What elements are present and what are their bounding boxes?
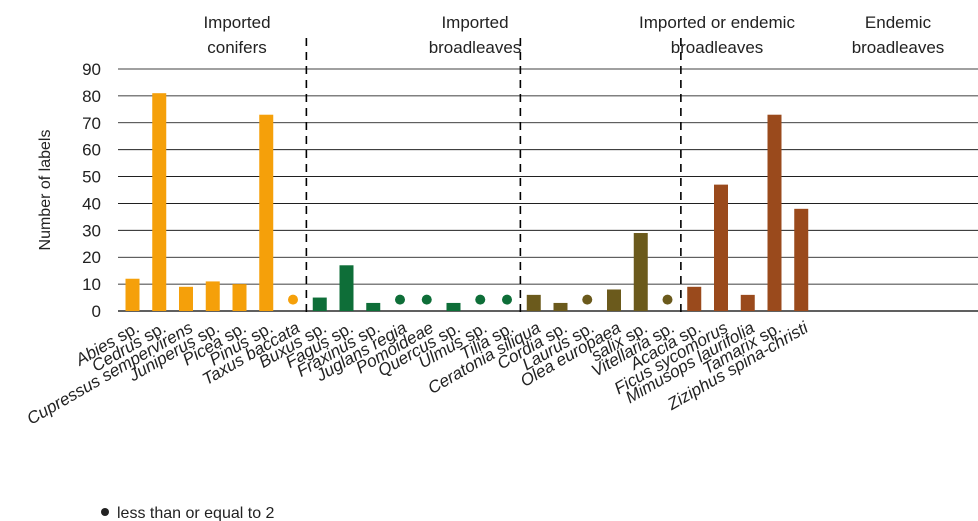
bar [125, 278, 140, 311]
group-separators [305, 38, 682, 316]
y-tick-label: 90 [82, 60, 101, 79]
y-tick-label: 20 [82, 248, 101, 267]
bar-dot [421, 294, 432, 305]
bar [312, 297, 327, 311]
y-tick-label: 60 [82, 141, 101, 160]
group-label-line: Endemic [865, 13, 932, 32]
bar [740, 294, 755, 311]
group-label-line: broadleaves [671, 38, 764, 57]
legend-note: less than or equal to 2 [101, 505, 275, 521]
bar-dot [582, 294, 593, 305]
group-label-line: conifers [207, 38, 267, 57]
group-label-line: Imported [441, 13, 508, 32]
y-tick-label: 40 [82, 194, 101, 213]
bar-dot [395, 294, 405, 305]
y-tick-label: 80 [82, 87, 101, 106]
group-label-line: broadleaves [429, 38, 522, 57]
bar [607, 289, 621, 311]
bar [179, 286, 193, 311]
bar [152, 93, 167, 311]
category-labels: Abies sp.Cedrus sp.Cupressus semperviren… [24, 317, 813, 428]
bar-dot [288, 294, 298, 305]
bar [232, 284, 247, 311]
bar-dot [662, 294, 673, 305]
bar [366, 302, 381, 311]
bar [526, 294, 541, 311]
bar-dot [475, 294, 486, 305]
y-axis-label: Number of labels [37, 130, 54, 251]
bars [125, 93, 809, 311]
bar [446, 302, 461, 311]
legend-dot [101, 508, 109, 516]
bar [714, 184, 728, 311]
group-label-line: broadleaves [852, 38, 945, 57]
y-tick-label: 30 [82, 221, 101, 240]
bar-dot [502, 294, 512, 305]
bar [205, 281, 220, 311]
legend-note-text: less than or equal to 2 [117, 505, 275, 521]
bar [553, 302, 568, 311]
bar [633, 233, 648, 311]
group-label-line: Imported [203, 13, 270, 32]
bar [339, 265, 354, 311]
y-tick-label: 70 [82, 114, 101, 133]
y-axis-ticks: 0 10 20 30 40 50 60 70 80 90 [82, 60, 101, 321]
y-tick-label: 10 [82, 275, 101, 294]
group-labels: Imported conifers Imported broadleaves Impor… [203, 13, 944, 57]
group-label-line: Imported or endemic [639, 13, 795, 32]
y-tick-label: 50 [82, 168, 101, 187]
bar [259, 114, 274, 311]
y-tick-label: 0 [92, 302, 101, 321]
bar [794, 208, 809, 311]
bar [767, 114, 782, 311]
bar [687, 286, 702, 311]
gridlines [118, 68, 978, 312]
